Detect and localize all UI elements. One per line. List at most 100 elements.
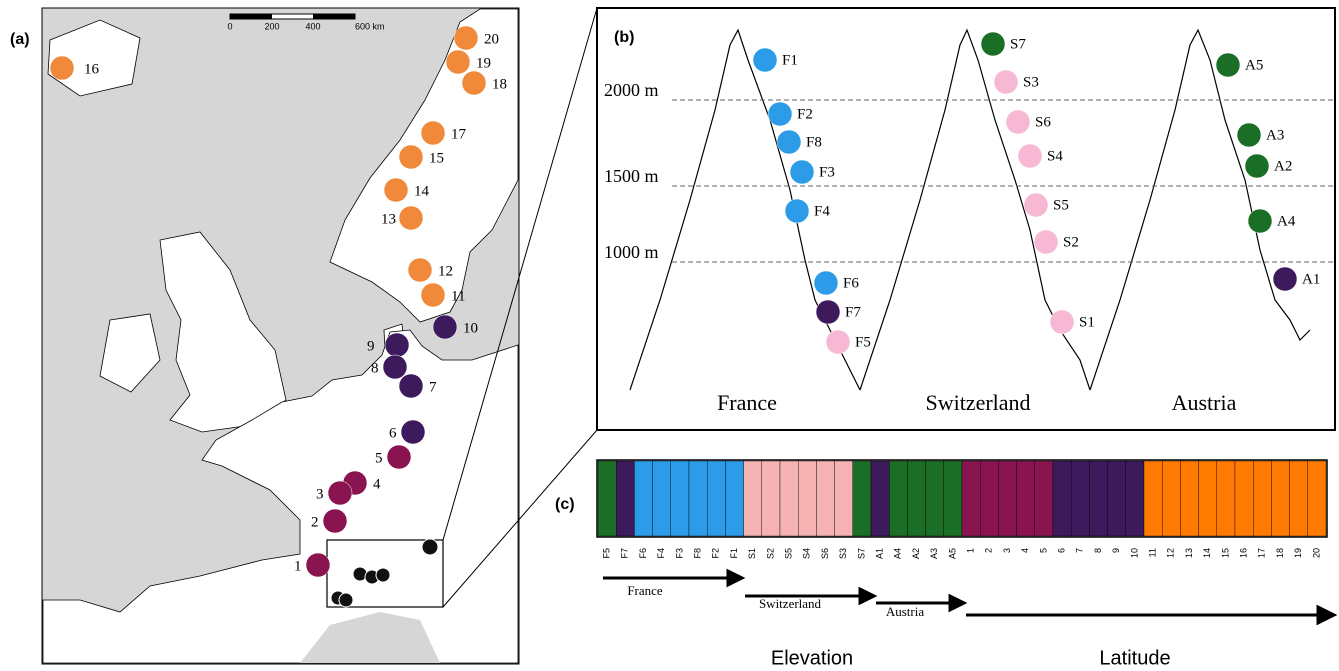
sample-label: F7 (620, 548, 630, 559)
site-pie (1273, 267, 1297, 291)
site-label: F5 (855, 334, 871, 350)
site-label: 8 (371, 360, 379, 376)
sample-label: 6 (1056, 548, 1066, 553)
scale-label: 400 (305, 21, 320, 31)
site-label: A5 (1245, 57, 1263, 73)
site-pie (1006, 110, 1030, 134)
site-pie (1237, 123, 1261, 147)
site-pie (1245, 154, 1269, 178)
site-pie (994, 70, 1018, 94)
sample-label: 4 (1020, 548, 1030, 553)
site-label: F6 (843, 275, 859, 291)
site-pie (826, 330, 850, 354)
structure-bar (1235, 461, 1253, 536)
scale-bar-segment (230, 14, 272, 19)
sample-label: A3 (929, 548, 939, 559)
site-pie (383, 355, 407, 379)
sample-label: A1 (874, 548, 884, 559)
country-label: Switzerland (925, 390, 1030, 415)
sample-label: F3 (674, 548, 684, 559)
site-label: S3 (1023, 74, 1039, 90)
site-pie (387, 445, 411, 469)
site-pie (421, 121, 445, 145)
sample-label: S1 (747, 548, 757, 559)
sample-label: A5 (947, 548, 957, 559)
sample-label: 7 (1075, 548, 1085, 553)
site-label: 19 (476, 55, 491, 71)
site-label: 1 (294, 558, 302, 574)
structure-bar (653, 461, 671, 536)
structure-bar (1017, 461, 1035, 536)
site-label: A4 (1277, 213, 1296, 229)
group-arrows (603, 571, 1334, 623)
sample-label: F6 (638, 548, 648, 559)
sample-label: 18 (1275, 548, 1285, 558)
site-label: S5 (1053, 197, 1069, 213)
site-pie (1248, 209, 1272, 233)
structure-bar (889, 461, 907, 536)
structure-bar (689, 461, 707, 536)
site-label: 3 (316, 486, 324, 502)
structure-bar (1089, 461, 1107, 536)
site-label: A3 (1266, 127, 1284, 143)
site-label: F3 (819, 164, 835, 180)
sample-label: 15 (1220, 548, 1230, 558)
site-pie (408, 258, 432, 282)
sample-label: F5 (601, 548, 611, 559)
sample-label: 2 (984, 548, 994, 553)
site-pie (1216, 53, 1240, 77)
site-label: F2 (797, 106, 813, 122)
site-label: 7 (429, 379, 437, 395)
site-pie (462, 71, 486, 95)
site-label: S4 (1047, 148, 1063, 164)
structure-bar (1308, 461, 1326, 536)
sample-label: S6 (820, 548, 830, 559)
site-pie (814, 271, 838, 295)
sample-label: F8 (692, 548, 702, 559)
sample-label: F2 (711, 548, 721, 559)
panel-label: (b) (614, 29, 634, 46)
structure-bar (598, 461, 616, 536)
site-pie (816, 300, 840, 324)
site-label: 11 (451, 288, 465, 304)
site-pie (1034, 230, 1058, 254)
sample-label: A4 (893, 548, 903, 559)
site-label: 5 (375, 450, 383, 466)
site-pie (446, 50, 470, 74)
structure-bar (1217, 461, 1235, 536)
sample-label: F1 (729, 548, 739, 559)
sample-label: 11 (1147, 548, 1157, 557)
site-pie (768, 102, 792, 126)
sample-label: S4 (802, 548, 812, 559)
sample-label: A2 (911, 548, 921, 559)
site-pie (777, 130, 801, 154)
sample-label: 8 (1093, 548, 1103, 553)
elevation-label: 1000 m (604, 242, 659, 262)
elevation-label: 2000 m (604, 80, 659, 100)
site-pie (454, 26, 478, 50)
structure-bar (1053, 461, 1071, 536)
site-label: 17 (451, 126, 467, 142)
sample-label: S3 (838, 548, 848, 559)
site-pie (1018, 144, 1042, 168)
site-pie (399, 145, 423, 169)
structure-bar (907, 461, 925, 536)
site-label: 16 (84, 61, 100, 77)
structure-bar (1144, 461, 1162, 536)
structure-bar (744, 461, 762, 536)
structure-bar (835, 461, 853, 536)
sample-label: S2 (765, 548, 775, 559)
country-label: Austria (1172, 390, 1237, 415)
site-pie (384, 178, 408, 202)
structure-bar (1071, 461, 1089, 536)
country-label: France (717, 390, 777, 415)
site-label: 12 (438, 263, 453, 279)
sample-label: 1 (965, 548, 975, 553)
site-label: 13 (381, 211, 396, 227)
structure-bar (1162, 461, 1180, 536)
site-label: 2 (311, 514, 319, 530)
sample-label: 12 (1166, 548, 1176, 558)
site-label: 9 (367, 338, 375, 354)
site-label: 15 (429, 150, 444, 166)
sample-label: 13 (1184, 548, 1194, 558)
